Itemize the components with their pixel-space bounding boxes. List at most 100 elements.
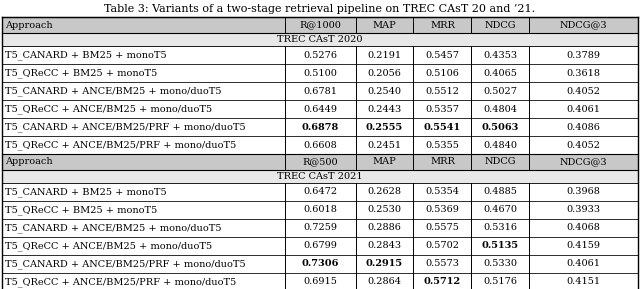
- Text: 0.5712: 0.5712: [424, 277, 461, 286]
- Text: 0.5357: 0.5357: [426, 105, 460, 114]
- Text: 0.6799: 0.6799: [303, 242, 337, 251]
- Text: T5_CANARD + ANCE/BM25/PRF + mono/duoT5: T5_CANARD + ANCE/BM25/PRF + mono/duoT5: [5, 122, 246, 132]
- Text: 0.5702: 0.5702: [426, 242, 460, 251]
- Text: 0.2555: 0.2555: [366, 123, 403, 131]
- Text: NDCG@3: NDCG@3: [560, 21, 607, 29]
- Text: 0.2628: 0.2628: [367, 188, 401, 197]
- Text: 0.4061: 0.4061: [566, 260, 600, 268]
- Text: 0.2886: 0.2886: [367, 223, 401, 232]
- Text: NDCG: NDCG: [484, 21, 516, 29]
- Text: MRR: MRR: [430, 158, 455, 166]
- Text: 0.5316: 0.5316: [483, 223, 517, 232]
- Text: 0.5457: 0.5457: [426, 51, 460, 60]
- Text: 0.4885: 0.4885: [483, 188, 517, 197]
- Text: T5_QReCC + BM25 + monoT5: T5_QReCC + BM25 + monoT5: [5, 205, 157, 215]
- Text: NDCG@3: NDCG@3: [560, 158, 607, 166]
- Text: 0.5369: 0.5369: [426, 205, 460, 214]
- Text: 0.3618: 0.3618: [566, 68, 600, 77]
- Text: 0.7259: 0.7259: [303, 223, 337, 232]
- Bar: [2, 64, 638, 82]
- Text: T5_CANARD + ANCE/BM25/PRF + mono/duoT5: T5_CANARD + ANCE/BM25/PRF + mono/duoT5: [5, 259, 246, 269]
- Bar: [2, 100, 638, 118]
- Text: R@500: R@500: [303, 158, 338, 166]
- Text: T5_QReCC + ANCE/BM25 + mono/duoT5: T5_QReCC + ANCE/BM25 + mono/duoT5: [5, 104, 212, 114]
- Text: NDCG: NDCG: [484, 158, 516, 166]
- Text: 0.2451: 0.2451: [367, 140, 402, 149]
- Bar: [2, 154, 638, 170]
- Text: T5_QReCC + ANCE/BM25/PRF + mono/duoT5: T5_QReCC + ANCE/BM25/PRF + mono/duoT5: [5, 140, 236, 150]
- Bar: [2, 118, 638, 136]
- Bar: [2, 201, 638, 219]
- Text: T5_CANARD + BM25 + monoT5: T5_CANARD + BM25 + monoT5: [5, 187, 166, 197]
- Text: 0.6781: 0.6781: [303, 86, 337, 95]
- Text: T5_CANARD + ANCE/BM25 + mono/duoT5: T5_CANARD + ANCE/BM25 + mono/duoT5: [5, 223, 221, 233]
- Text: 0.4052: 0.4052: [566, 86, 600, 95]
- Text: 0.5276: 0.5276: [303, 51, 337, 60]
- Text: 0.2540: 0.2540: [367, 86, 401, 95]
- Bar: [2, 273, 638, 289]
- Text: 0.2843: 0.2843: [367, 242, 402, 251]
- Text: 0.2191: 0.2191: [367, 51, 402, 60]
- Text: 0.6472: 0.6472: [303, 188, 337, 197]
- Text: T5_QReCC + ANCE/BM25/PRF + mono/duoT5: T5_QReCC + ANCE/BM25/PRF + mono/duoT5: [5, 277, 236, 287]
- Text: 0.5575: 0.5575: [426, 223, 460, 232]
- Text: MAP: MAP: [372, 21, 396, 29]
- Text: 0.6018: 0.6018: [303, 205, 337, 214]
- Text: 0.3968: 0.3968: [566, 188, 600, 197]
- Text: 0.5355: 0.5355: [426, 140, 460, 149]
- Text: 0.5027: 0.5027: [483, 86, 517, 95]
- Bar: [2, 46, 638, 64]
- Text: Approach: Approach: [5, 21, 52, 29]
- Text: 0.2056: 0.2056: [367, 68, 401, 77]
- Text: T5_CANARD + ANCE/BM25 + mono/duoT5: T5_CANARD + ANCE/BM25 + mono/duoT5: [5, 86, 221, 96]
- Bar: [2, 82, 638, 100]
- Text: 0.2864: 0.2864: [367, 277, 401, 286]
- Text: 0.2915: 0.2915: [366, 260, 403, 268]
- Text: TREC CAsT 2020: TREC CAsT 2020: [277, 35, 363, 44]
- Bar: [2, 237, 638, 255]
- Text: 0.7306: 0.7306: [301, 260, 339, 268]
- Text: T5_QReCC + BM25 + monoT5: T5_QReCC + BM25 + monoT5: [5, 68, 157, 78]
- Text: 0.4052: 0.4052: [566, 140, 600, 149]
- Text: 0.4670: 0.4670: [483, 205, 517, 214]
- Text: 0.5063: 0.5063: [482, 123, 519, 131]
- Text: 0.4840: 0.4840: [483, 140, 517, 149]
- Text: 0.5330: 0.5330: [483, 260, 517, 268]
- Text: 0.3933: 0.3933: [566, 205, 601, 214]
- Text: Approach: Approach: [5, 158, 52, 166]
- Text: T5_CANARD + BM25 + monoT5: T5_CANARD + BM25 + monoT5: [5, 50, 166, 60]
- Bar: [2, 17, 638, 33]
- Text: 0.6449: 0.6449: [303, 105, 337, 114]
- Text: 0.6878: 0.6878: [301, 123, 339, 131]
- Bar: [2, 136, 638, 154]
- Text: 0.4159: 0.4159: [566, 242, 600, 251]
- Text: 0.5135: 0.5135: [482, 242, 519, 251]
- Bar: [2, 219, 638, 237]
- Text: 0.4804: 0.4804: [483, 105, 517, 114]
- Text: MRR: MRR: [430, 21, 455, 29]
- Text: 0.5100: 0.5100: [303, 68, 337, 77]
- Text: 0.4068: 0.4068: [566, 223, 600, 232]
- Text: 0.5106: 0.5106: [426, 68, 460, 77]
- Text: 0.5176: 0.5176: [483, 277, 517, 286]
- Text: 0.4065: 0.4065: [483, 68, 517, 77]
- Text: 0.6608: 0.6608: [303, 140, 337, 149]
- Text: 0.6915: 0.6915: [303, 277, 337, 286]
- Text: TREC CAsT 2021: TREC CAsT 2021: [277, 172, 363, 181]
- Text: 0.4151: 0.4151: [566, 277, 601, 286]
- Text: 0.3789: 0.3789: [566, 51, 600, 60]
- Text: 0.4086: 0.4086: [566, 123, 600, 131]
- Text: Table 3: Variants of a two-stage retrieval pipeline on TREC CAsT 20 and ’21.: Table 3: Variants of a two-stage retriev…: [104, 4, 536, 14]
- Bar: [2, 170, 638, 183]
- Text: T5_QReCC + ANCE/BM25 + mono/duoT5: T5_QReCC + ANCE/BM25 + mono/duoT5: [5, 241, 212, 251]
- Bar: [2, 255, 638, 273]
- Text: R@1000: R@1000: [300, 21, 341, 29]
- Text: 0.5541: 0.5541: [424, 123, 461, 131]
- Text: 0.5512: 0.5512: [426, 86, 460, 95]
- Text: 0.4061: 0.4061: [566, 105, 600, 114]
- Text: 0.5573: 0.5573: [426, 260, 460, 268]
- Text: 0.2530: 0.2530: [367, 205, 401, 214]
- Bar: [2, 183, 638, 201]
- Bar: [2, 33, 638, 46]
- Text: 0.2443: 0.2443: [367, 105, 402, 114]
